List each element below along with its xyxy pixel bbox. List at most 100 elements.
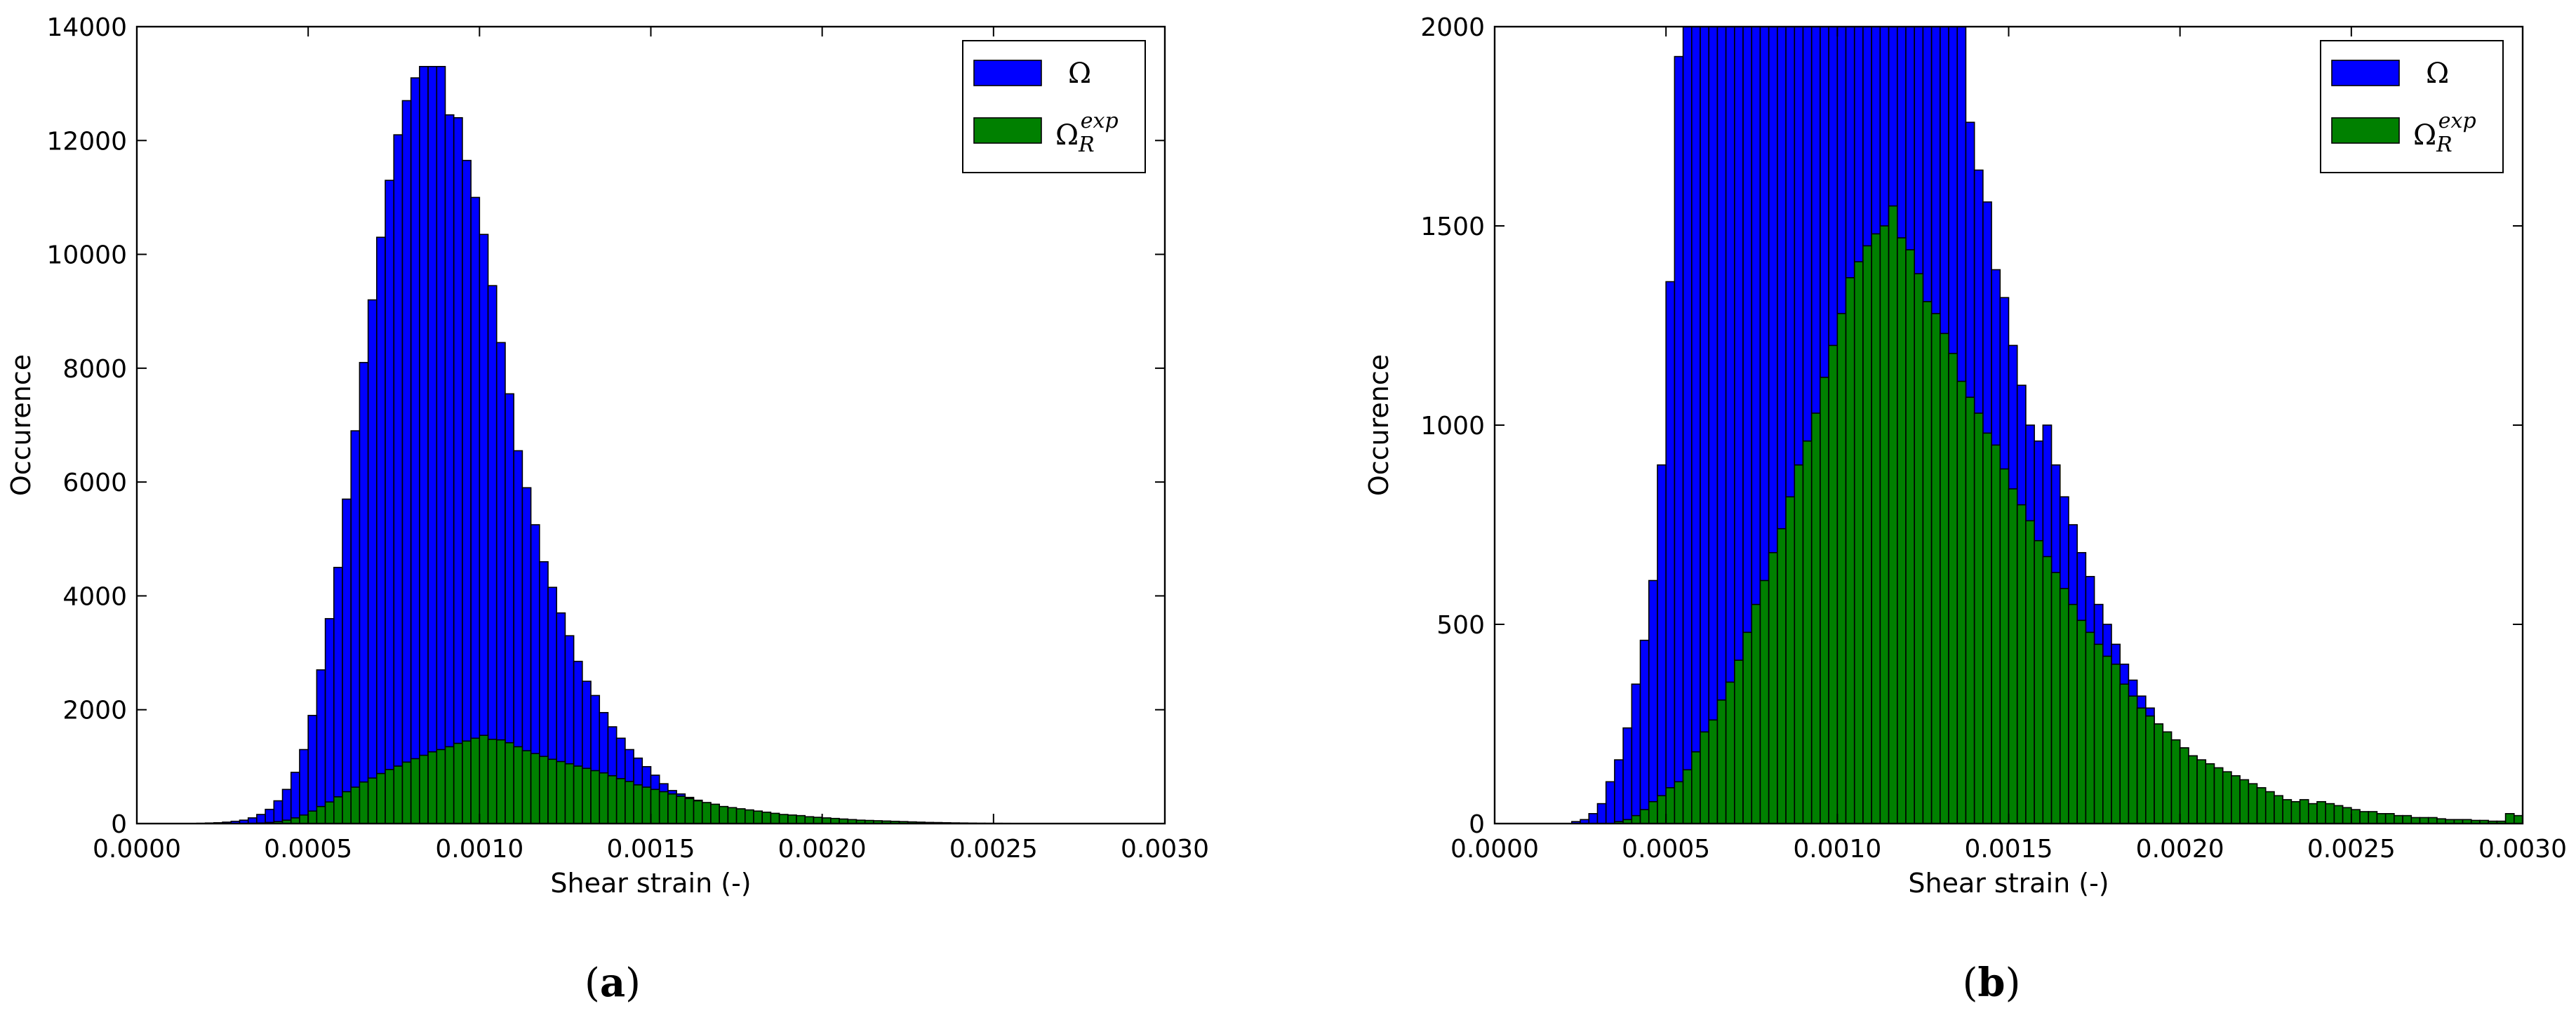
bar	[2179, 747, 2189, 824]
bar	[2351, 809, 2361, 824]
bar	[2342, 807, 2352, 824]
y-tick-label: 10000	[46, 241, 127, 270]
bar	[1905, 249, 1916, 824]
bar	[2145, 715, 2155, 824]
bar	[633, 784, 643, 824]
bar	[2325, 803, 2335, 824]
bar	[2402, 814, 2413, 824]
legend: Ω ΩRexp	[2320, 40, 2504, 173]
bar	[462, 159, 472, 824]
y-tick-label: 2000	[62, 697, 127, 725]
bar	[778, 814, 789, 824]
bar	[290, 772, 300, 824]
bar	[1596, 803, 1607, 824]
bar	[1605, 781, 1615, 824]
bar	[419, 66, 429, 824]
bar	[1622, 727, 1633, 824]
bars	[196, 66, 1029, 824]
bar	[2213, 767, 2224, 824]
bar	[2307, 803, 2318, 824]
bar	[2248, 783, 2258, 824]
bar	[2162, 731, 2173, 824]
bar	[735, 808, 746, 824]
bar	[607, 775, 618, 824]
bar	[479, 734, 489, 824]
bar	[804, 816, 815, 824]
bar	[350, 786, 361, 824]
bar	[1802, 440, 1813, 824]
bar	[2102, 655, 2112, 824]
bar	[2522, 815, 2523, 824]
legend-label: ΩRexp	[1055, 109, 1119, 157]
bar	[2034, 539, 2044, 824]
bar	[401, 761, 412, 824]
bar	[744, 809, 754, 824]
y-tick-label: 0	[1469, 810, 1485, 839]
bar	[1708, 719, 1719, 824]
y-tick-label: 6000	[62, 469, 127, 497]
bar	[1631, 683, 1641, 824]
bar	[2085, 631, 2095, 824]
bar	[761, 811, 772, 824]
bar	[787, 814, 797, 824]
bar	[2316, 800, 2327, 824]
y-tick-label: 12000	[46, 127, 127, 156]
bar	[599, 772, 609, 824]
bar	[1742, 631, 1753, 824]
bar	[1853, 261, 1864, 824]
bar	[385, 769, 395, 824]
bar	[1862, 245, 1872, 824]
bar	[359, 781, 369, 824]
bar	[273, 800, 283, 824]
bar	[1820, 377, 1829, 824]
bar	[719, 805, 729, 824]
bar	[2016, 504, 2027, 824]
bar	[401, 100, 412, 824]
bar	[547, 758, 558, 824]
bar	[2128, 695, 2138, 824]
bar	[1888, 205, 1898, 824]
bar	[324, 801, 335, 824]
bar	[2068, 603, 2078, 824]
bar	[299, 749, 309, 824]
bar	[324, 618, 335, 824]
bar	[2059, 588, 2069, 824]
bar	[359, 361, 369, 824]
bar	[2376, 813, 2387, 824]
bar	[470, 196, 481, 824]
bar	[487, 739, 498, 824]
bar	[2111, 663, 2121, 824]
bar	[582, 767, 592, 824]
legend-label: Ω	[2426, 58, 2449, 90]
bar	[1828, 344, 1838, 824]
bar	[2093, 643, 2104, 824]
bar	[1965, 396, 1975, 824]
bar	[1614, 759, 1624, 824]
x-tick-label: 0.0020	[778, 835, 867, 864]
bar	[470, 737, 481, 824]
bar	[307, 715, 318, 824]
x-tick-label: 0.0030	[2478, 835, 2567, 864]
bar	[1914, 273, 1924, 824]
bar	[462, 740, 472, 824]
bar	[2222, 771, 2232, 824]
bar	[1785, 496, 1796, 824]
bar	[1700, 731, 1710, 824]
legend-label: ΩRexp	[2413, 109, 2476, 157]
bar	[2290, 800, 2301, 824]
bar	[727, 807, 738, 824]
bar	[333, 796, 343, 824]
bar	[307, 810, 318, 824]
bar	[1657, 464, 1667, 824]
bar	[1588, 813, 1599, 824]
bar	[393, 134, 403, 824]
bar	[564, 763, 575, 824]
series-1	[1614, 205, 2523, 824]
bar	[2410, 817, 2421, 824]
bars	[1571, 27, 2523, 824]
bar	[1777, 528, 1787, 824]
bar	[1665, 787, 1676, 824]
bar	[513, 746, 523, 824]
bar	[505, 741, 514, 824]
